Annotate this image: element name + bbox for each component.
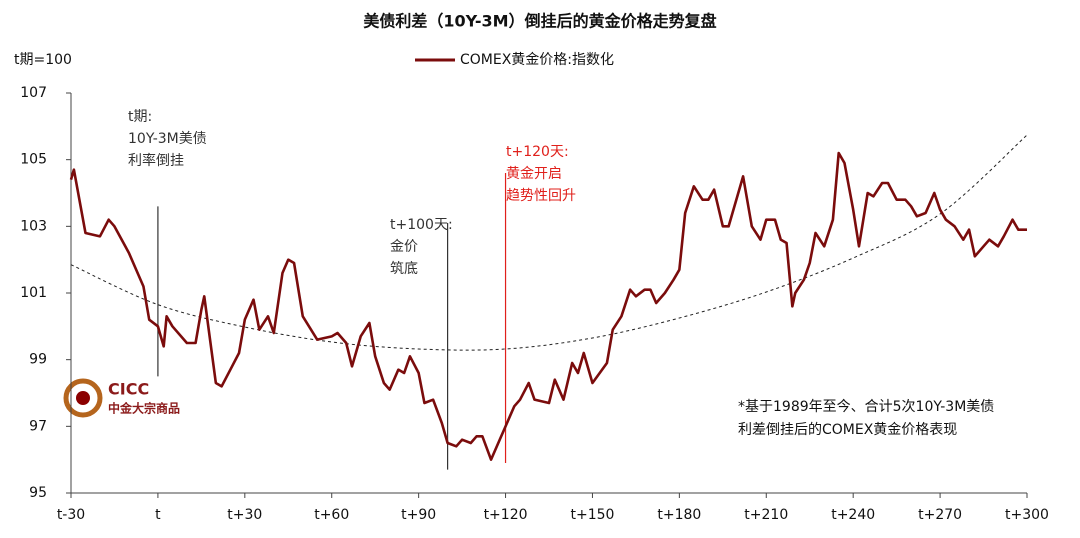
y-axis-label: t期=100 xyxy=(14,52,72,68)
annotation-text: 趋势性回升 xyxy=(506,188,576,204)
note: *基于1989年至今、合计5次10Y-3M美债 xyxy=(738,398,994,415)
note: 利差倒挂后的COMEX黄金价格表现 xyxy=(738,421,957,438)
x-tick-label: t+30 xyxy=(227,507,262,523)
x-tick-label: t+180 xyxy=(657,507,701,523)
annotation-text: t+100天: xyxy=(390,217,453,233)
annotation-text: 筑底 xyxy=(390,261,418,277)
x-tick-label: t+90 xyxy=(401,507,436,523)
annotation-text: 10Y-3M美债 xyxy=(128,131,207,147)
annotation-text: t期: xyxy=(128,109,152,125)
annotation-text: 金价 xyxy=(390,239,418,255)
annotation-text: 利率倒挂 xyxy=(128,152,184,169)
y-tick-label: 99 xyxy=(29,352,47,368)
y-tick-label: 107 xyxy=(20,85,47,101)
x-tick-label: t+240 xyxy=(831,507,875,523)
x-tick-label: t+60 xyxy=(314,507,349,523)
x-tick-label: t-30 xyxy=(57,507,85,523)
series-line xyxy=(69,151,1027,461)
y-tick-label: 103 xyxy=(20,218,47,234)
y-tick-label: 97 xyxy=(29,418,47,434)
x-tick-label: t+300 xyxy=(1005,507,1049,523)
annotation-text: 黄金开启 xyxy=(506,165,562,182)
logo-core xyxy=(76,391,90,405)
x-tick-label: t+270 xyxy=(918,507,962,523)
logo xyxy=(63,378,103,418)
x-tick-label: t xyxy=(155,507,161,523)
legend-label: COMEX黄金价格:指数化 xyxy=(460,51,614,68)
annotation-text: t+120天: xyxy=(506,144,569,160)
x-tick-label: t+120 xyxy=(484,507,528,523)
chart-title: 美债利差（10Y-3M）倒挂后的黄金价格走势复盘 xyxy=(363,12,716,31)
y-tick-label: 105 xyxy=(20,152,47,168)
y-tick-label: 101 xyxy=(20,285,47,301)
x-tick-label: t+210 xyxy=(744,507,788,523)
watermark: CICC 中金大宗商品 xyxy=(63,378,180,418)
y-tick-label: 95 xyxy=(29,485,47,501)
x-tick-label: t+150 xyxy=(570,507,614,523)
watermark-text: 中金大宗商品 xyxy=(108,401,180,416)
watermark-text: CICC xyxy=(108,380,149,399)
